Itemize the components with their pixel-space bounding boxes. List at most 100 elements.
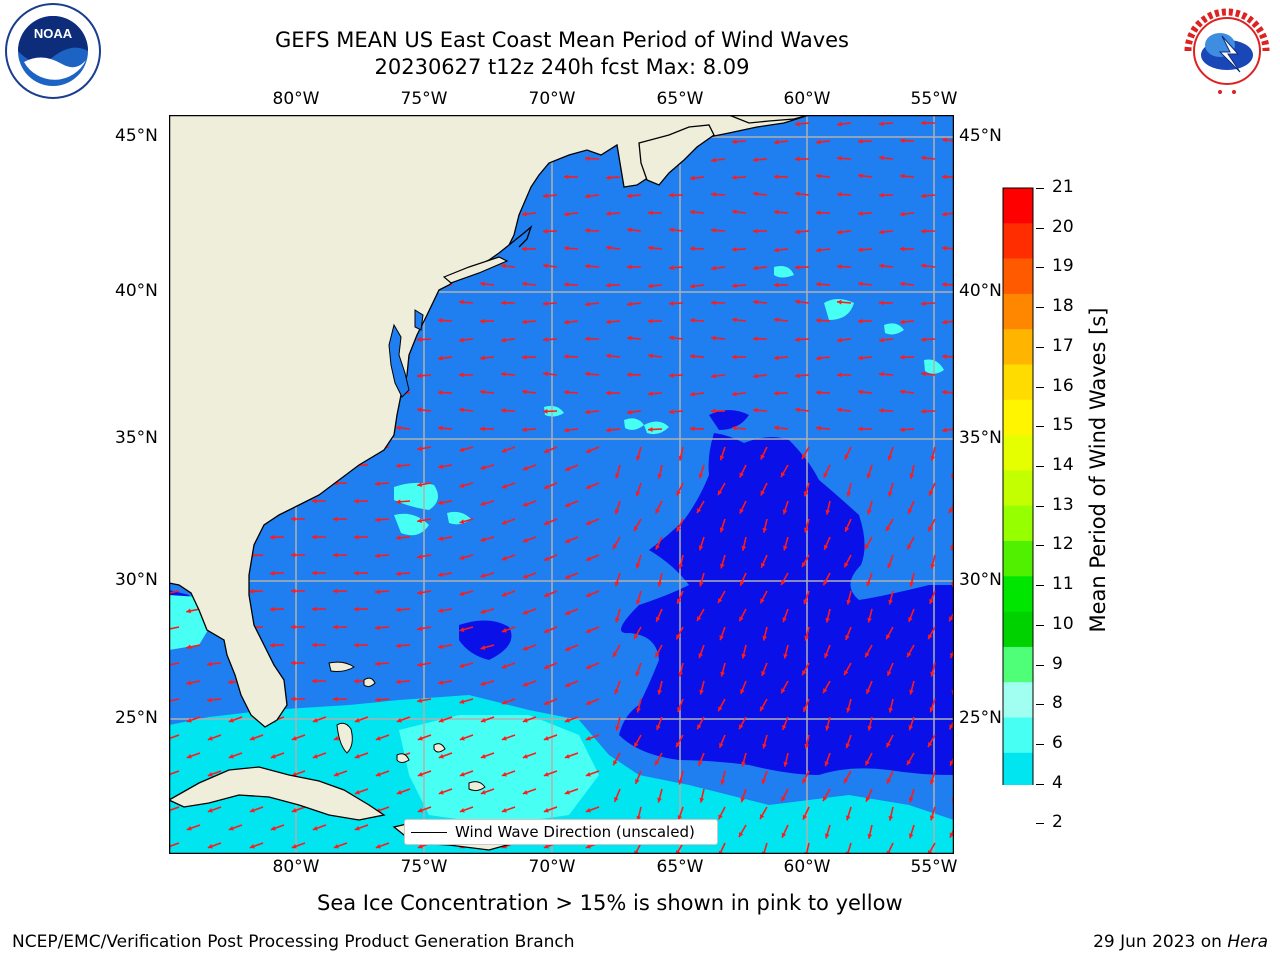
wind-wave-arrowhead xyxy=(543,808,549,813)
wind-wave-arrowhead xyxy=(636,455,641,461)
wind-wave-arrowhead xyxy=(585,808,591,813)
wind-wave-arrowhead xyxy=(858,389,863,395)
wind-wave-arrowhead xyxy=(753,191,758,197)
wind-wave-arrowhead xyxy=(606,319,611,325)
lat-label-right: 35°N xyxy=(959,428,1002,448)
wind-wave-arrowhead xyxy=(858,247,863,253)
wind-wave-arrowhead xyxy=(354,642,359,648)
wind-wave-arrowhead xyxy=(921,408,926,414)
wind-wave-arrowhead xyxy=(564,282,569,287)
wind-wave-arrowhead xyxy=(676,634,681,640)
wind-wave-arrowhead xyxy=(858,426,863,432)
wind-wave-arrowhead xyxy=(417,590,422,596)
wind-wave-arrowhead xyxy=(909,473,915,479)
wind-wave-arrowhead xyxy=(186,644,192,650)
wind-wave-arrowhead xyxy=(886,778,892,784)
wind-wave-arrowhead xyxy=(760,706,765,712)
medium-period-patch xyxy=(884,323,904,335)
wind-wave-arrowhead xyxy=(480,790,486,795)
wind-wave-arrowhead xyxy=(438,390,443,395)
wind-wave-arrowhead xyxy=(333,696,338,702)
wind-wave-arrowhead xyxy=(417,808,423,813)
colorbar-segment xyxy=(1003,682,1033,718)
wind-wave-arrowhead xyxy=(909,581,915,587)
wind-wave-arrowhead xyxy=(270,534,275,540)
wind-wave-arrowhead xyxy=(354,718,360,723)
wind-wave-arrowhead xyxy=(887,670,892,676)
wind-wave-arrowhead xyxy=(782,509,788,515)
wind-wave-arrowhead xyxy=(942,319,947,325)
wind-wave-arrowhead xyxy=(900,427,905,433)
wind-wave-arrowhead xyxy=(606,175,611,181)
wind-wave-arrowhead xyxy=(438,500,443,506)
wind-wave-arrowhead xyxy=(739,472,744,478)
wind-wave-arrowhead xyxy=(657,689,663,695)
wind-wave-arrowhead xyxy=(846,599,852,605)
noaa-logo: NOAA xyxy=(2,2,104,100)
wind-wave-arrowhead xyxy=(711,265,716,271)
wind-wave-arrowhead xyxy=(837,337,842,343)
wind-wave-arrowhead xyxy=(354,790,360,795)
wind-wave-arrowhead xyxy=(669,227,674,233)
wind-wave-arrowhead xyxy=(823,580,828,586)
wind-wave-arrowhead xyxy=(375,844,381,849)
wind-wave-arrowhead xyxy=(501,664,507,669)
wind-wave-arrowhead xyxy=(804,743,810,749)
wind-wave-arrowhead xyxy=(900,389,905,395)
wind-wave-arrow xyxy=(846,842,852,854)
wind-wave-arrowhead xyxy=(564,245,569,251)
wind-wave-arrowhead xyxy=(690,391,695,397)
wind-wave-arrowhead xyxy=(565,502,571,507)
lat-label-left: 40°N xyxy=(115,281,158,301)
wind-wave-arrowhead xyxy=(929,707,935,713)
wind-wave-arrowhead xyxy=(438,536,443,542)
wind-wave-arrowhead xyxy=(417,554,422,560)
lon-label-bottom: 75°W xyxy=(400,857,448,877)
wind-wave-arrowhead xyxy=(543,772,549,777)
wind-wave-arrowhead xyxy=(648,245,653,251)
wind-wave-arrowhead xyxy=(501,263,506,269)
wind-wave-arrowhead xyxy=(501,337,506,343)
wind-wave-arrowhead xyxy=(228,718,234,723)
wind-wave-arrowhead xyxy=(543,371,548,377)
wind-wave-arrowhead xyxy=(816,173,821,179)
wind-wave-arrowhead xyxy=(417,698,422,704)
wind-wave-arrowhead xyxy=(837,372,842,378)
colorbar-tick-mark xyxy=(1036,465,1044,467)
wind-wave-arrowhead xyxy=(459,772,465,777)
wind-wave-arrowhead xyxy=(929,815,935,821)
lon-label-top: 65°W xyxy=(656,89,704,109)
wind-wave-arrowhead xyxy=(942,211,947,217)
wind-wave-arrowhead xyxy=(678,455,684,461)
wind-wave-arrowhead xyxy=(207,844,213,849)
colorbar-tick-label: 12 xyxy=(1052,534,1074,555)
wind-wave-arrowhead xyxy=(802,814,808,820)
wind-wave-arrowhead xyxy=(719,635,724,641)
wind-wave-arrowhead xyxy=(837,229,842,235)
wind-wave-arrowhead xyxy=(417,844,423,849)
wind-wave-arrowhead xyxy=(816,318,821,323)
wind-wave-arrowhead xyxy=(697,616,702,622)
wind-wave-arrowhead xyxy=(732,317,737,323)
wind-wave-arrowhead xyxy=(564,790,570,795)
wind-wave-arrowhead xyxy=(677,815,683,821)
lon-label-top: 80°W xyxy=(272,89,320,109)
wind-wave-arrowhead xyxy=(795,373,800,379)
wind-wave-arrowhead xyxy=(564,754,570,759)
wind-wave-arrowhead xyxy=(739,580,745,586)
wind-wave-arrowhead xyxy=(782,617,787,623)
wind-wave-arrowhead xyxy=(396,571,401,577)
wind-wave-arrowhead xyxy=(417,736,423,741)
wind-wave-arrowhead xyxy=(417,518,422,524)
wind-wave-arrowhead xyxy=(480,573,486,578)
wind-wave-arrow xyxy=(762,842,768,854)
medium-period-patch xyxy=(644,421,669,435)
wind-wave-arrowhead xyxy=(858,281,863,287)
wind-wave-arrowhead xyxy=(459,663,465,668)
wind-wave-arrowhead xyxy=(753,407,758,413)
wind-wave-arrowhead xyxy=(544,664,550,669)
noaa-logo-graphic: NOAA xyxy=(5,3,101,99)
wind-wave-arrowhead xyxy=(774,355,779,361)
wind-wave-arrowhead xyxy=(879,229,884,235)
wind-wave-arrowhead xyxy=(865,544,870,550)
